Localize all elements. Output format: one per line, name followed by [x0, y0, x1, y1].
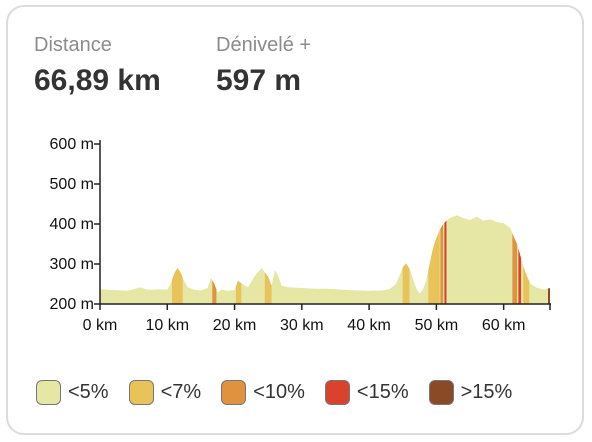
steep-segment-8	[512, 233, 518, 304]
steep-segment-6	[440, 224, 444, 304]
legend-swatch	[324, 380, 350, 405]
x-tick-label: 30 km	[280, 317, 324, 334]
legend-item: <5%	[36, 380, 109, 405]
elevation-area	[100, 215, 550, 304]
steep-segment-2	[235, 280, 242, 304]
steep-segment-0	[172, 268, 183, 304]
distance-label: Distance	[34, 34, 112, 56]
x-tick-label: 20 km	[213, 317, 257, 334]
elevation-gain-value: 597 m	[216, 64, 302, 97]
x-tick-label: 0 km	[83, 317, 118, 334]
y-tick-label: 600 m	[50, 136, 94, 153]
legend-swatch	[128, 380, 154, 405]
legend-item: <7%	[128, 380, 202, 405]
legend-label: <15%	[356, 381, 409, 403]
legend-swatch	[221, 380, 247, 405]
legend-item: <10%	[221, 380, 305, 405]
steep-segment-10	[523, 265, 530, 304]
legend-label: <10%	[253, 381, 305, 403]
legend-item: <15%	[324, 380, 409, 405]
steep-segment-9	[518, 248, 522, 304]
y-tick-label: 500 m	[50, 176, 94, 193]
steep-segment-7	[444, 220, 447, 304]
y-tick-label: 400 m	[50, 216, 94, 233]
steep-segment-1	[212, 280, 217, 304]
legend-item: >15%	[428, 380, 513, 405]
legend-label: >15%	[460, 381, 513, 403]
distance-value: 66,89 km	[34, 64, 161, 97]
x-tick-label: 40 km	[347, 317, 391, 334]
steep-segment-11	[548, 288, 550, 304]
x-tick-label: 50 km	[415, 317, 459, 334]
steep-segment-3	[264, 272, 272, 304]
slope-legend: <5% <7% <10% <15% >15%	[36, 380, 532, 405]
legend-swatch	[428, 380, 454, 405]
y-tick-label: 300 m	[50, 256, 94, 273]
legend-swatch	[36, 380, 61, 405]
elevation-gain-stat: Dénivelé + 597 m	[216, 33, 311, 99]
elevation-gain-label: Dénivelé +	[216, 34, 312, 56]
distance-stat: Distance 66,89 km	[34, 33, 161, 99]
legend-label: <5%	[68, 381, 109, 403]
steep-segment-4	[402, 263, 410, 304]
x-tick-label: 60 km	[482, 317, 526, 334]
steep-segment-5	[428, 230, 440, 304]
x-tick-label: 10 km	[145, 317, 189, 334]
legend-label: <7%	[160, 381, 202, 403]
y-tick-label: 200 m	[50, 296, 94, 313]
